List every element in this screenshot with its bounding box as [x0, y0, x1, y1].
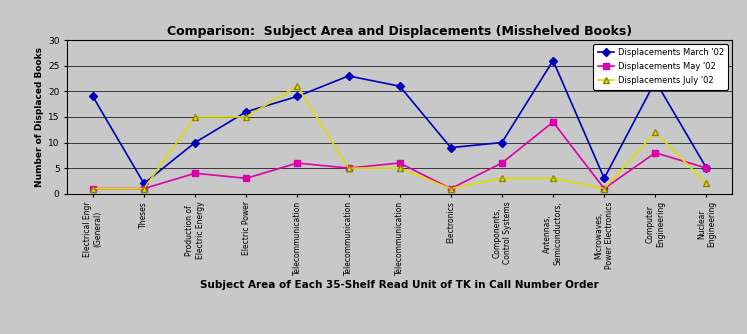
Displacements July '02: [190, 115, 199, 119]
Displacements July '02: [395, 166, 404, 170]
Displacements May '02: [548, 120, 557, 124]
Line: Displacements July '02: Displacements July '02: [90, 83, 710, 192]
Legend: Displacements March '02, Displacements May '02, Displacements July '02: Displacements March '02, Displacements M…: [593, 44, 728, 90]
Displacements May '02: [446, 187, 455, 191]
Displacements March '02: [140, 181, 149, 185]
Displacements March '02: [446, 146, 455, 150]
Displacements May '02: [498, 161, 506, 165]
Displacements July '02: [140, 187, 149, 191]
Displacements May '02: [651, 151, 660, 155]
Displacements May '02: [88, 187, 97, 191]
Displacements March '02: [242, 110, 251, 114]
Displacements May '02: [140, 187, 149, 191]
Line: Displacements May '02: Displacements May '02: [90, 119, 709, 191]
Displacements March '02: [702, 166, 711, 170]
Displacements July '02: [446, 187, 455, 191]
Displacements May '02: [395, 161, 404, 165]
Displacements March '02: [395, 84, 404, 88]
Displacements July '02: [651, 130, 660, 134]
Displacements May '02: [702, 166, 711, 170]
Displacements March '02: [190, 141, 199, 145]
Y-axis label: Number of Displaced Books: Number of Displaced Books: [35, 47, 44, 187]
Displacements March '02: [651, 79, 660, 83]
Displacements May '02: [293, 161, 302, 165]
X-axis label: Subject Area of Each 35-Shelf Read Unit of TK in Call Number Order: Subject Area of Each 35-Shelf Read Unit …: [200, 280, 599, 290]
Displacements May '02: [242, 176, 251, 180]
Displacements July '02: [293, 84, 302, 88]
Displacements May '02: [190, 171, 199, 175]
Displacements July '02: [88, 187, 97, 191]
Displacements July '02: [600, 187, 609, 191]
Displacements March '02: [548, 58, 557, 62]
Displacements July '02: [498, 176, 506, 180]
Displacements March '02: [498, 141, 506, 145]
Displacements March '02: [600, 176, 609, 180]
Displacements July '02: [344, 166, 353, 170]
Displacements March '02: [88, 95, 97, 99]
Displacements July '02: [702, 181, 711, 185]
Displacements May '02: [600, 187, 609, 191]
Displacements March '02: [344, 74, 353, 78]
Line: Displacements March '02: Displacements March '02: [90, 58, 709, 186]
Displacements March '02: [293, 95, 302, 99]
Displacements July '02: [242, 115, 251, 119]
Displacements July '02: [548, 176, 557, 180]
Displacements May '02: [344, 166, 353, 170]
Title: Comparison:  Subject Area and Displacements (Misshelved Books): Comparison: Subject Area and Displacemen…: [167, 24, 632, 37]
